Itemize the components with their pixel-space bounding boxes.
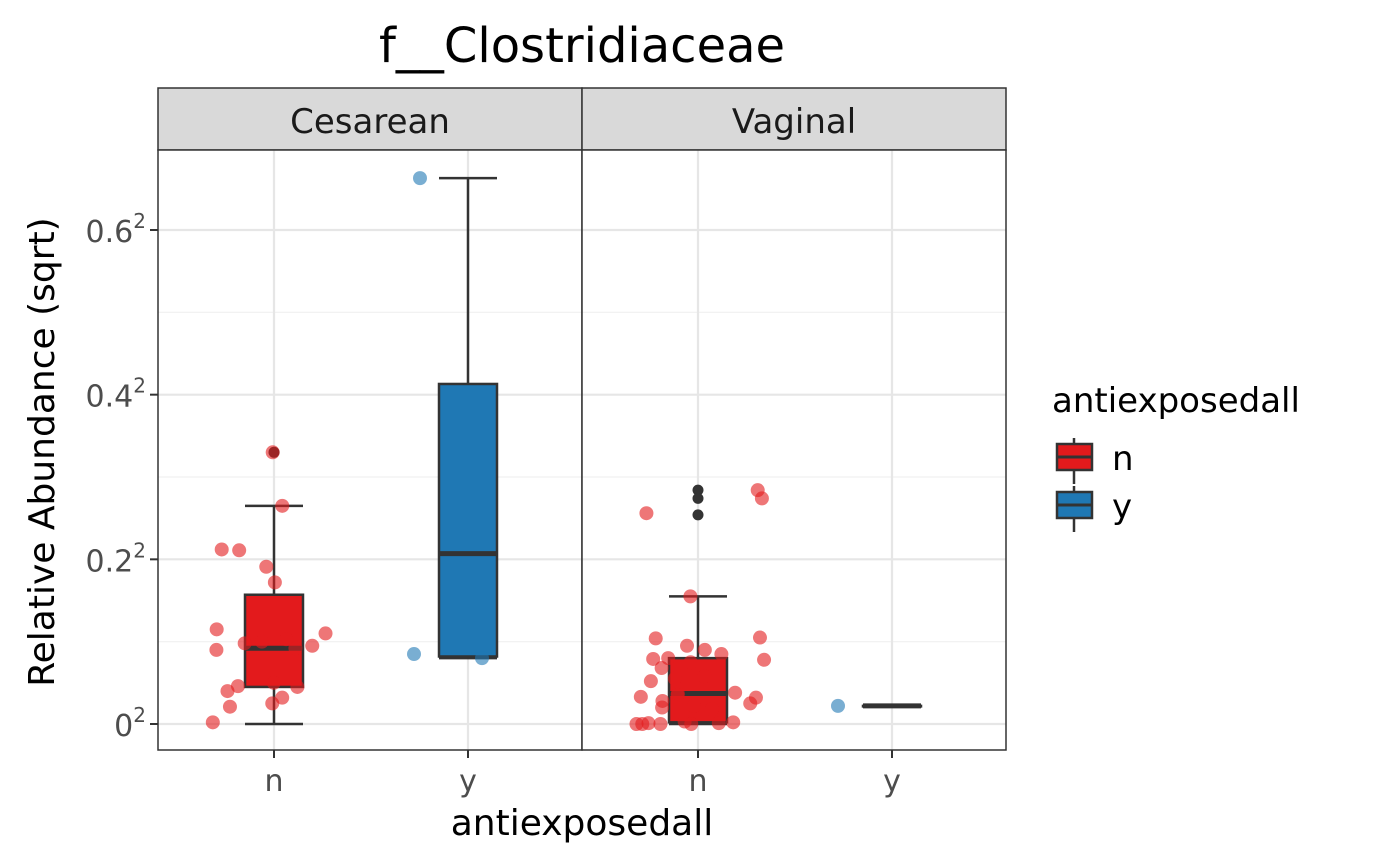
data-point bbox=[230, 679, 245, 694]
data-point bbox=[687, 698, 702, 713]
data-point bbox=[646, 651, 661, 666]
x-tick-label: n bbox=[264, 764, 283, 799]
facet-strip-vaginal bbox=[581, 87, 1007, 151]
data-point bbox=[752, 630, 767, 645]
legend-title: antiexposedall bbox=[1052, 381, 1300, 421]
data-point bbox=[209, 622, 224, 637]
panel-background bbox=[158, 150, 582, 750]
x-tick-label: n bbox=[688, 764, 707, 799]
data-point bbox=[661, 651, 676, 666]
data-point bbox=[697, 669, 712, 684]
box-vaginal-n bbox=[629, 483, 772, 731]
y-axis-label: Relative Abundance (sqrt) bbox=[22, 217, 63, 686]
data-point bbox=[643, 674, 658, 689]
panel-background bbox=[582, 150, 1006, 750]
data-point bbox=[728, 685, 743, 700]
data-point bbox=[655, 700, 670, 715]
data-point bbox=[222, 699, 237, 714]
box-cesarean-n bbox=[205, 445, 333, 730]
data-point bbox=[275, 498, 290, 513]
box-body bbox=[437, 382, 499, 658]
box-body bbox=[243, 593, 305, 689]
data-point bbox=[254, 634, 269, 649]
data-point bbox=[237, 636, 252, 651]
data-point bbox=[267, 575, 282, 590]
legend-key-n bbox=[1055, 438, 1094, 484]
data-point bbox=[683, 589, 698, 604]
data-point bbox=[259, 559, 274, 574]
data-point bbox=[684, 717, 699, 731]
data-point bbox=[648, 631, 663, 646]
legend-key-y bbox=[1055, 486, 1094, 532]
data-point bbox=[265, 445, 280, 460]
data-point bbox=[714, 647, 729, 662]
x-tick-label: y bbox=[459, 764, 477, 799]
data-point bbox=[754, 491, 769, 506]
data-point bbox=[407, 647, 421, 662]
data-point bbox=[290, 679, 305, 694]
data-point bbox=[475, 651, 489, 666]
y-tick-label: 0.22 bbox=[86, 538, 146, 579]
data-point bbox=[413, 171, 427, 186]
data-point bbox=[232, 543, 247, 558]
data-point bbox=[680, 638, 695, 653]
data-point bbox=[757, 652, 772, 667]
facet-panel-cesarean bbox=[157, 149, 583, 751]
data-point bbox=[639, 506, 654, 521]
data-point bbox=[726, 715, 741, 730]
chart-title: f__Clostridiaceae bbox=[379, 18, 785, 74]
data-point bbox=[683, 655, 698, 670]
y-tick-label: 0.62 bbox=[86, 209, 146, 250]
legend-label-y: y bbox=[1112, 487, 1132, 527]
data-point bbox=[633, 689, 648, 704]
y-tick-label: 0.42 bbox=[86, 374, 146, 415]
box-vaginal-y bbox=[831, 698, 923, 713]
data-point bbox=[305, 638, 320, 653]
data-point bbox=[831, 698, 845, 713]
data-point bbox=[214, 542, 229, 557]
data-point bbox=[265, 696, 280, 711]
outlier-point bbox=[692, 484, 704, 496]
x-tick-label: y bbox=[883, 764, 901, 799]
data-point bbox=[288, 641, 303, 656]
data-point bbox=[743, 696, 758, 711]
facet-label-cesarean: Cesarean bbox=[290, 102, 450, 142]
data-point bbox=[629, 717, 644, 731]
data-point bbox=[667, 671, 682, 686]
data-point bbox=[205, 715, 220, 730]
panel-border bbox=[581, 149, 1007, 751]
x-axis-label: antiexposedall bbox=[451, 803, 714, 844]
outlier-point bbox=[692, 492, 704, 504]
data-point bbox=[697, 642, 712, 657]
legend-label-n: n bbox=[1112, 439, 1134, 479]
data-point bbox=[705, 702, 720, 717]
data-point bbox=[220, 684, 235, 699]
data-point bbox=[654, 661, 669, 676]
facet-label-vaginal: Vaginal bbox=[732, 102, 856, 142]
data-point bbox=[209, 642, 224, 657]
data-point bbox=[266, 675, 281, 690]
data-point bbox=[711, 716, 726, 731]
y-tick-label: 02 bbox=[114, 703, 146, 744]
data-point bbox=[653, 717, 668, 731]
outlier-point bbox=[692, 509, 704, 521]
facet-panel-vaginal bbox=[581, 149, 1007, 751]
data-point bbox=[670, 688, 685, 703]
box-cesarean-y bbox=[407, 171, 499, 666]
facet-strip-cesarean bbox=[157, 87, 583, 151]
data-point bbox=[279, 632, 294, 647]
data-point bbox=[318, 626, 333, 641]
